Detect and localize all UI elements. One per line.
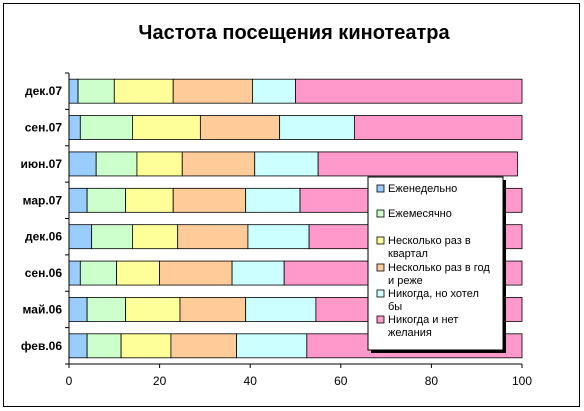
bar-5-2 <box>279 115 355 140</box>
bar-3-2 <box>132 115 201 140</box>
bar-5-1 <box>252 78 296 104</box>
bar-1-3 <box>68 151 97 177</box>
legend-box <box>367 176 504 351</box>
bar-4-8 <box>170 333 238 359</box>
legend-label-5: Никогда, но хотел бы <box>388 288 479 313</box>
bar-5-3 <box>254 151 319 177</box>
legend-swatch-4 <box>376 263 385 272</box>
bar-4-1 <box>172 78 253 104</box>
bar-5-8 <box>236 333 308 359</box>
legend-swatch-2 <box>376 209 385 218</box>
x-tick-label: 80 <box>425 374 439 388</box>
legend-label-3: Несколько раз в квартал <box>388 235 471 260</box>
bar-5-4 <box>245 187 301 213</box>
bar-3-5 <box>132 224 179 250</box>
legend-swatch-1 <box>376 184 385 193</box>
legend-label-4: Несколько раз в год и реже <box>388 262 490 287</box>
bar-2-6 <box>79 260 117 286</box>
chart-title: Частота посещения кинотеатра <box>138 22 450 44</box>
bar-1-6 <box>68 260 81 286</box>
category-label: май.06 <box>23 302 63 316</box>
bar-2-1 <box>77 78 115 104</box>
bar-3-1 <box>113 78 174 104</box>
bar-4-4 <box>172 187 247 213</box>
category-label: июн.07 <box>20 157 62 171</box>
x-tick-label: 0 <box>66 374 73 388</box>
bar-4-3 <box>181 151 256 177</box>
bar-1-1 <box>68 78 79 104</box>
category-label: сен.07 <box>25 121 63 135</box>
legend-swatch-6 <box>376 315 385 324</box>
bar-6-1 <box>295 78 523 104</box>
x-tick-label: 100 <box>512 374 532 388</box>
bar-4-6 <box>159 260 233 286</box>
category-label: мар.07 <box>23 193 63 207</box>
bar-3-3 <box>136 151 183 177</box>
legend: Еженедельно Ежемесячно Несколько раз в квар… <box>367 176 506 353</box>
bar-2-3 <box>95 151 138 177</box>
x-tick-label: 20 <box>153 374 167 388</box>
legend-label-2: Ежемесячно <box>388 208 452 220</box>
bar-4-2 <box>199 115 281 140</box>
bar-1-5 <box>68 224 93 250</box>
bar-4-7 <box>179 297 247 322</box>
category-label: фев.06 <box>21 339 62 353</box>
bar-5-6 <box>231 260 285 286</box>
bar-3-8 <box>120 333 172 359</box>
legend-label-1: Еженедельно <box>388 183 457 195</box>
bar-5-5 <box>247 224 310 250</box>
category-label: дек.06 <box>25 230 62 244</box>
legend-swatch-3 <box>376 236 385 245</box>
x-tick-label: 40 <box>244 374 258 388</box>
bar-1-8 <box>68 333 88 359</box>
bar-3-6 <box>116 260 161 286</box>
bar-3-7 <box>125 297 181 322</box>
bar-6-3 <box>317 151 518 177</box>
bar-4-5 <box>177 224 249 250</box>
category-label: сен.06 <box>25 266 63 280</box>
legend-swatch-5 <box>376 289 385 298</box>
bar-2-8 <box>86 333 122 359</box>
legend-label-6: Никогда и нет желания <box>388 314 458 339</box>
bar-2-4 <box>86 187 127 213</box>
category-label: дек.07 <box>25 84 62 98</box>
bar-5-7 <box>245 297 317 322</box>
bar-3-4 <box>125 187 174 213</box>
bar-6-2 <box>353 115 523 140</box>
bar-1-4 <box>68 187 88 213</box>
bar-2-7 <box>86 297 127 322</box>
bar-2-2 <box>79 115 133 140</box>
x-tick-label: 60 <box>334 374 348 388</box>
bar-2-5 <box>91 224 133 250</box>
bar-1-7 <box>68 297 88 322</box>
bar-1-2 <box>68 115 81 140</box>
